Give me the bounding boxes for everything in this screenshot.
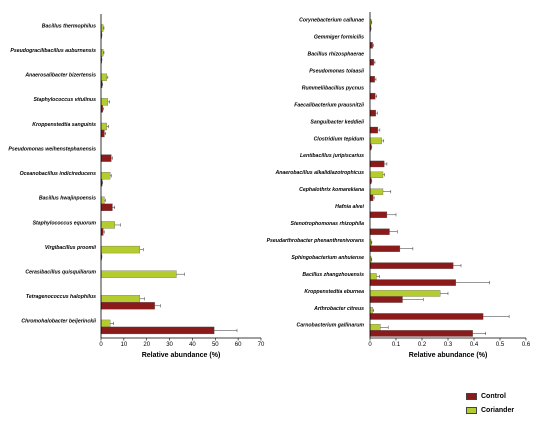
bar-control (100, 129, 105, 138)
bar-coriander (369, 324, 381, 331)
bar-control (369, 59, 375, 66)
category-label: Kroppenstedtia eburnea (304, 289, 364, 295)
x-tick-label: 0 (99, 342, 103, 348)
legend-item-control: Control (466, 391, 514, 402)
category-label: Carnobacterium gallinarum (297, 323, 365, 329)
bar-control (369, 211, 388, 218)
bar-coriander (100, 196, 105, 204)
x-tick-label: 20 (143, 342, 150, 348)
x-tick-label: 60 (235, 342, 242, 348)
category-label: Bacillus hwajinpoensis (39, 196, 96, 202)
bar-control (369, 109, 376, 117)
category-label: Pseudogracilibacillus auburnensis (10, 48, 96, 54)
x-tick-label: 0.6 (522, 342, 531, 348)
bar-control (369, 228, 390, 235)
x-axis-label: Relative abundance (%) (142, 352, 221, 359)
x-tick-label: 0.5 (496, 342, 505, 348)
bar-coriander (100, 172, 111, 180)
category-label: Chromohalobacter beijerinckii (21, 319, 96, 325)
category-label: Lentibacillus juripiscarius (300, 153, 364, 159)
bar-control (100, 203, 113, 211)
x-tick-label: 40 (189, 342, 196, 348)
category-label: Gemmiger formicilis (314, 35, 364, 41)
category-label: Rummeliibacillus pycnus (302, 85, 364, 91)
x-tick-label: 0.2 (418, 342, 427, 348)
category-label: Staphylococcus equorum (33, 220, 97, 226)
bar-coriander (100, 73, 107, 81)
category-label: Sanguibacter keddieii (310, 119, 364, 125)
x-tick-label: 0.3 (444, 342, 453, 348)
bar-control (369, 262, 454, 269)
category-label: Cerasibacillus quisquiliarum (25, 269, 96, 275)
bar-coriander (100, 295, 141, 303)
category-label: Bacillus rhizosphaerae (307, 52, 364, 58)
category-label: Arthrobacter citreus (313, 306, 364, 312)
bar-coriander (369, 171, 384, 178)
bar-control (369, 92, 376, 100)
bar-coriander (100, 245, 141, 254)
x-tick-label: 0.1 (392, 342, 401, 348)
category-label: Hafnia alvei (335, 204, 364, 210)
bar-control (369, 160, 385, 168)
category-label: Sphingobacterium anhuiense (291, 255, 364, 261)
bar-coriander (100, 319, 111, 328)
bar-control (369, 296, 403, 303)
legend: Control Coriander (466, 391, 514, 419)
legend-swatch-control (466, 393, 477, 400)
bar-control (369, 245, 401, 252)
category-label: Kroppenstedtia sanguinis (32, 122, 96, 128)
chart-right: Corynebacterium callunae Gemmiger formici… (267, 12, 531, 359)
bar-coriander (369, 273, 377, 280)
category-label: Virgibacillus proomii (45, 245, 97, 251)
bar-coriander (100, 98, 109, 106)
category-label: Corynebacterium callunae (299, 18, 364, 24)
bar-coriander (369, 290, 441, 297)
category-label: Bacillus zhangzhouensis (302, 272, 364, 278)
bar-control (100, 302, 155, 310)
x-tick-label: 10 (121, 342, 128, 348)
x-tick-label: 0.4 (470, 342, 479, 348)
bar-control (369, 76, 375, 83)
category-label: Cephalothrix komarekiana (299, 187, 364, 193)
chart-left: Bacillus thermophilus Pseudogracilibacill… (8, 14, 265, 359)
category-label: Tetragenococcus halophilus (26, 294, 96, 300)
x-tick-label: 0 (368, 342, 372, 348)
category-label: Anaerosalibacter bizertensis (24, 73, 96, 79)
legend-swatch-coriander (466, 407, 477, 414)
legend-item-coriander: Coriander (466, 405, 514, 416)
bar-control (100, 154, 112, 162)
category-label: Staphylococcus vitulinus (33, 97, 96, 103)
bar-coriander (100, 122, 107, 131)
bar-control (369, 126, 378, 134)
x-axis-label: Relative abundance (%) (409, 352, 488, 359)
x-tick-label: 70 (258, 342, 265, 348)
x-tick-label: 30 (166, 342, 173, 348)
category-label: Pseudomonas tolaasii (309, 69, 364, 75)
bar-coriander (100, 270, 177, 278)
bar-control (369, 194, 374, 202)
bar-coriander (369, 188, 384, 195)
bar-coriander (369, 137, 382, 145)
bar-control (369, 313, 484, 320)
legend-label-control: Control (481, 393, 506, 400)
category-label: Clostridium tepidum (314, 136, 365, 142)
category-label: Pseudarthrobacter phenanthrenivorans (267, 238, 365, 244)
bar-control (369, 330, 473, 337)
category-label: Pseudomonas weihenstephanensis (8, 146, 96, 152)
category-label: Oceanobacillus indicireducens (20, 171, 97, 177)
legend-label-coriander: Coriander (481, 407, 515, 414)
bar-coriander (100, 221, 115, 229)
category-label: Anaerobacillus alkalidiazotrophicus (275, 170, 365, 176)
category-label: Stenotrophomonas rhizophila (291, 221, 365, 227)
category-label: Faecalibacterium prausnitzii (294, 102, 364, 108)
category-label: Bacillus thermophilus (42, 23, 96, 29)
bar-control (369, 279, 456, 286)
x-tick-label: 50 (212, 342, 219, 348)
bar-control (100, 326, 215, 335)
